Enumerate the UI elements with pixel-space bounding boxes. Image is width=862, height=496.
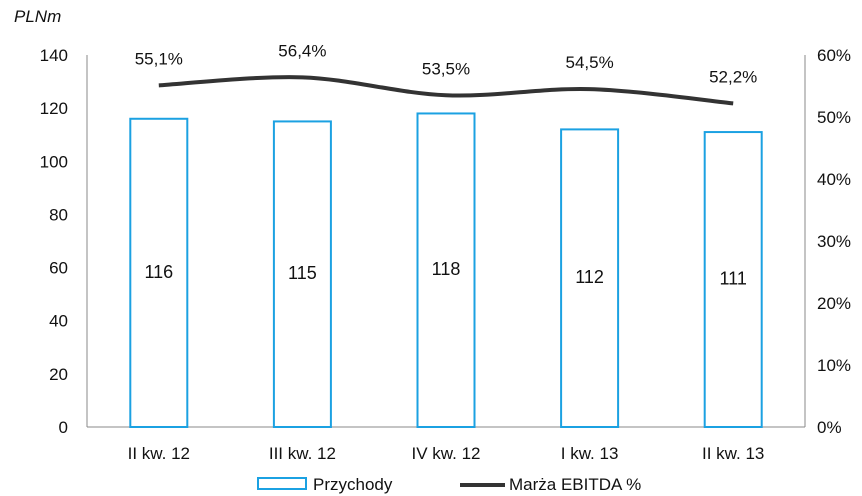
left-tick-label: 20 [49,365,68,384]
ebitda-margin-label: 53,5% [422,59,470,78]
revenue-bar [416,112,476,428]
left-tick-label: 40 [49,312,68,331]
category-labels: II kw. 12 III kw. 12 IV kw. 12 I kw. 13 II k… [128,444,765,463]
right-tick-label: 20% [817,294,851,313]
ebitda-margin-label: 52,2% [709,67,757,86]
left-tick-label: 80 [49,205,68,224]
revenue-bar-label: 118 [432,259,461,279]
revenue-bar-label: 116 [144,262,173,282]
right-tick-label: 50% [817,108,851,127]
ebitda-margin-label: 56,4% [278,41,326,60]
category-label: II kw. 12 [128,444,190,463]
left-tick-label: 100 [40,152,68,171]
right-tick-label: 40% [817,170,851,189]
left-tick-label: 0 [59,418,68,437]
left-tick-label: 140 [40,46,68,65]
right-tick-label: 60% [817,46,851,65]
bar-labels: 116 115 118 112 111 [144,259,746,288]
category-label: III kw. 12 [269,444,336,463]
right-tick-label: 10% [817,356,851,375]
ebitda-margin-label: 55,1% [135,49,183,68]
legend-swatch-revenue [257,477,307,490]
legend: Przychody Marża EBITDA % [257,475,641,494]
margin-labels: 55,1% 56,4% 53,5% 54,5% 52,2% [135,41,758,86]
revenue-bar-label: 111 [720,269,747,289]
right-axis-ticks: 0% 10% 20% 30% 40% 50% 60% [817,46,851,437]
revenue-bar [703,131,763,429]
category-label: IV kw. 12 [412,444,481,463]
category-label: II kw. 13 [702,444,764,463]
revenue-bar [272,120,332,429]
revenue-bar [560,128,620,428]
ebitda-margin-line [158,75,734,106]
left-axis-ticks: 0 20 40 60 80 100 120 140 [40,46,68,437]
left-tick-label: 120 [40,99,68,118]
legend-label-revenue: Przychody [313,475,393,494]
bars [129,112,763,429]
revenue-bar-label: 112 [575,267,604,287]
margin-line-layer [158,75,734,106]
ebitda-margin-label: 54,5% [565,53,613,72]
revenue-bar-label: 115 [288,263,317,283]
right-tick-label: 30% [817,232,851,251]
unit-label: PLNm [14,7,61,26]
right-tick-label: 0% [817,418,842,437]
category-label: I kw. 13 [561,444,619,463]
revenue-bar [129,117,189,429]
legend-label-margin: Marża EBITDA % [509,475,641,494]
left-tick-label: 60 [49,259,68,278]
